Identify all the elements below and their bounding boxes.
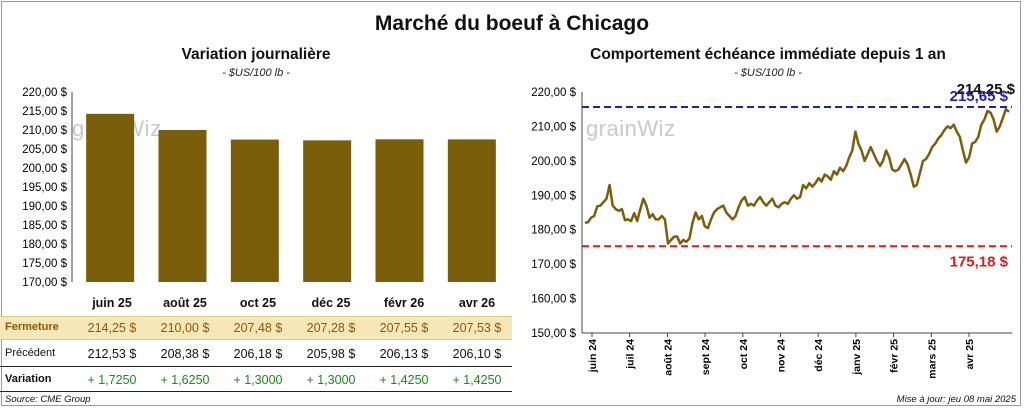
variation-cell: + 1,7250 — [87, 373, 137, 387]
y-tick-label: 170,00 $ — [22, 277, 67, 289]
month-label: oct 25 — [239, 296, 277, 310]
close-cell: 207,28 $ — [306, 321, 356, 335]
month-label: juin 25 — [92, 296, 132, 310]
previous-cell: 206,18 $ — [233, 347, 283, 361]
y-tick-label: 200,00 $ — [22, 163, 67, 175]
variation-cell: + 1,6250 — [160, 373, 210, 387]
y-tick-label: 210,00 $ — [531, 121, 576, 133]
x-tick-label: sept 24 — [700, 339, 712, 375]
y-tick-label: 170,00 $ — [531, 259, 576, 271]
y-tick-label: 160,00 $ — [531, 294, 576, 306]
y-tick-label: 215,00 $ — [22, 106, 67, 118]
left-chart-subtitle: - $US/100 lb - — [222, 67, 290, 79]
update-note: Mise à jour: jeu 08 mai 2025 — [896, 394, 1016, 405]
variation-row-label: Variation — [5, 373, 52, 385]
y-tick-label: 220,00 $ — [22, 87, 67, 99]
right-chart-title: Comportement échéance immédiate depuis 1… — [590, 46, 946, 63]
high-value-label: 215,65 $ — [950, 88, 1009, 105]
y-tick-label: 180,00 $ — [531, 225, 576, 237]
y-tick-label: 220,00 $ — [531, 87, 576, 99]
bar-chart: 170,00 $ 175,00 $ 180,00 $ 185,00 $ 190,00 $… — [22, 87, 496, 289]
month-label: févr 26 — [383, 296, 425, 310]
x-tick-label: mars 25 — [926, 339, 938, 379]
previous-cell: 206,13 $ — [379, 347, 429, 361]
close-row: Fermeture 214,25 $ 210,00 $ 207,48 $ 207… — [0, 316, 512, 340]
bar — [447, 139, 496, 282]
x-tick-label: oct 24 — [738, 339, 750, 370]
close-cell: 207,48 $ — [233, 321, 283, 335]
close-cell: 214,25 $ — [87, 321, 137, 335]
x-tick-label: juil 24 — [625, 339, 637, 370]
previous-cell: 208,38 $ — [160, 347, 210, 361]
x-tick-label: août 24 — [662, 339, 674, 376]
y-tick-label: 185,00 $ — [22, 220, 67, 232]
month-label: déc 25 — [311, 296, 351, 310]
x-tick-label: févr 25 — [889, 339, 901, 373]
x-tick-label: avr 25 — [964, 339, 976, 370]
bar — [158, 130, 207, 282]
previous-row: Précédent 212,53 $ 208,38 $ 206,18 $ 205… — [0, 343, 512, 365]
source-note: Source: CME Group — [5, 394, 91, 405]
close-row-label: Fermeture — [5, 321, 59, 333]
bar — [303, 140, 352, 282]
low-value-label: 175,18 $ — [950, 253, 1009, 270]
close-cell: 207,53 $ — [452, 321, 502, 335]
variation-cell: + 1,4250 — [452, 373, 502, 387]
previous-cell: 212,53 $ — [87, 347, 137, 361]
price-line — [584, 107, 1010, 245]
x-tick-label: janv 25 — [851, 339, 863, 376]
right-chart-subtitle: - $US/100 lb - — [734, 67, 802, 79]
close-cell: 210,00 $ — [160, 321, 210, 335]
y-tick-label: 180,00 $ — [22, 239, 67, 251]
bar — [86, 113, 135, 282]
variation-row: Variation + 1,7250 + 1,6250 + 1,3000 + 1… — [0, 369, 512, 391]
y-tick-label: 150,00 $ — [531, 328, 576, 340]
variation-cell: + 1,4250 — [379, 373, 429, 387]
previous-row-label: Précédent — [5, 347, 56, 359]
month-label: août 25 — [163, 296, 207, 310]
y-tick-label: 205,00 $ — [22, 144, 67, 156]
page-title: Marché du boeuf à Chicago — [374, 12, 650, 35]
close-cell: 207,55 $ — [379, 321, 429, 335]
left-chart-title: Variation journalière — [181, 46, 331, 63]
y-tick-label: 190,00 $ — [22, 201, 67, 213]
line-chart: 150,00 $ 160,00 $ 170,00 $ 180,00 $ 190,00 $… — [531, 81, 1016, 379]
table-bottom-border — [0, 391, 512, 392]
table-divider — [0, 366, 512, 367]
bar — [230, 139, 279, 282]
x-tick-label: déc 24 — [813, 339, 825, 372]
variation-cell: + 1,3000 — [306, 373, 356, 387]
month-label: avr 26 — [458, 296, 496, 310]
y-tick-label: 195,00 $ — [22, 182, 67, 194]
y-tick-label: 210,00 $ — [22, 125, 67, 137]
y-tick-label: 175,00 $ — [22, 258, 67, 270]
y-tick-label: 200,00 $ — [531, 156, 576, 168]
variation-cell: + 1,3000 — [233, 373, 283, 387]
right-watermark: grainWiz — [586, 116, 676, 141]
previous-cell: 206,10 $ — [452, 347, 502, 361]
previous-cell: 205,98 $ — [306, 347, 356, 361]
x-tick-label: juin 24 — [587, 339, 599, 373]
bar — [375, 139, 424, 282]
y-tick-label: 190,00 $ — [531, 190, 576, 202]
last-value-label: 214,25 $ — [957, 81, 1016, 98]
x-tick-label: nov 24 — [776, 339, 788, 372]
